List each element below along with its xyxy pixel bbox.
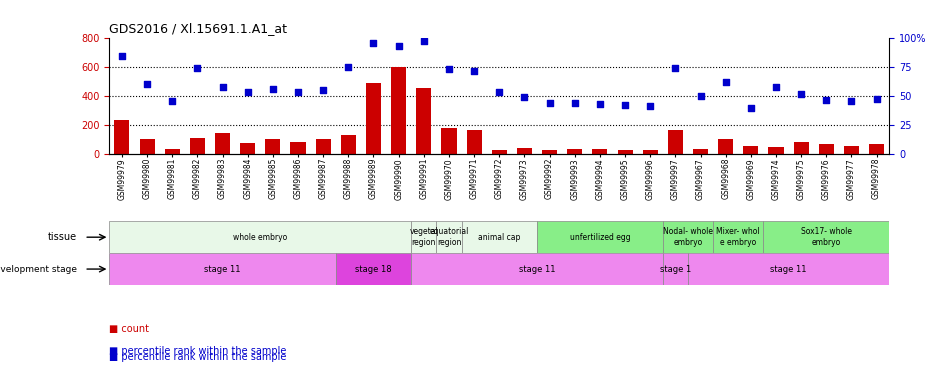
Bar [693, 149, 708, 154]
Bar [340, 135, 356, 154]
Bar [109, 253, 336, 285]
Bar [663, 253, 688, 285]
Bar [265, 139, 281, 154]
Bar [215, 133, 230, 154]
Bar [114, 120, 129, 154]
Bar [391, 67, 406, 154]
Bar [718, 139, 733, 154]
Point [516, 94, 532, 100]
Text: whole embryo: whole embryo [233, 232, 287, 242]
Bar [417, 88, 432, 154]
Bar [713, 221, 764, 253]
Bar [437, 221, 461, 253]
Point [492, 89, 507, 95]
Text: Nodal- whole
embryo: Nodal- whole embryo [663, 228, 713, 247]
Bar [290, 142, 305, 154]
Bar [793, 142, 808, 154]
Bar [441, 128, 456, 154]
Bar [537, 221, 663, 253]
Point [718, 79, 733, 85]
Bar [165, 148, 180, 154]
Point [417, 38, 432, 44]
Point [567, 100, 582, 106]
Point [140, 81, 155, 87]
Bar [744, 147, 758, 154]
Point [215, 84, 230, 90]
Bar [643, 150, 658, 154]
Point [265, 86, 281, 92]
Point [668, 65, 683, 71]
Point [793, 92, 808, 98]
Bar [190, 138, 205, 154]
Point [441, 66, 456, 72]
Point [844, 99, 859, 105]
Bar [140, 139, 155, 154]
Text: vegetal
region: vegetal region [410, 228, 438, 247]
Bar [688, 253, 889, 285]
Bar [241, 143, 255, 154]
Bar [869, 144, 884, 154]
Text: stage 18: stage 18 [355, 265, 392, 274]
Bar [411, 253, 663, 285]
Point [542, 100, 557, 106]
Text: ■ count: ■ count [109, 324, 149, 334]
Bar [592, 148, 608, 154]
Text: stage 11: stage 11 [770, 265, 806, 274]
Bar [542, 150, 557, 154]
Text: Sox17- whole
embryo: Sox17- whole embryo [801, 228, 852, 247]
Bar [316, 139, 331, 154]
Text: unfertilized egg: unfertilized egg [570, 232, 631, 242]
Text: tissue: tissue [48, 232, 77, 242]
Bar [461, 221, 537, 253]
Text: stage 1: stage 1 [660, 265, 691, 274]
Point [592, 101, 608, 107]
Text: stage 11: stage 11 [204, 265, 241, 274]
Text: Mixer- whol
e embryo: Mixer- whol e embryo [716, 228, 760, 247]
Point [366, 40, 381, 46]
Point [768, 84, 784, 90]
Bar [567, 149, 582, 154]
Text: stage 11: stage 11 [518, 265, 555, 274]
Bar [844, 146, 859, 154]
Text: animal cap: animal cap [478, 232, 520, 242]
Bar [366, 82, 381, 154]
Bar [768, 147, 784, 154]
Bar [517, 148, 532, 154]
Point [467, 68, 482, 74]
Point [340, 63, 356, 70]
Text: equatorial
region: equatorial region [429, 228, 469, 247]
Point [240, 89, 255, 95]
Text: ■ percentile rank within the sample: ■ percentile rank within the sample [109, 352, 287, 362]
Text: development stage: development stage [0, 265, 77, 274]
Bar [411, 221, 437, 253]
Bar [492, 150, 507, 154]
Point [114, 53, 129, 59]
Bar [617, 150, 632, 154]
Point [290, 89, 305, 95]
Text: ■ percentile rank within the sample: ■ percentile rank within the sample [109, 346, 287, 356]
Point [316, 87, 331, 93]
Point [643, 103, 658, 109]
Bar [109, 221, 411, 253]
Point [617, 102, 632, 108]
Point [391, 43, 406, 49]
Point [190, 65, 205, 71]
Bar [819, 144, 834, 154]
Text: GDS2016 / Xl.15691.1.A1_at: GDS2016 / Xl.15691.1.A1_at [109, 22, 287, 35]
Point [744, 105, 759, 111]
Point [693, 93, 708, 99]
Bar [336, 253, 411, 285]
Bar [467, 130, 481, 154]
Point [165, 99, 180, 105]
Bar [764, 221, 889, 253]
Point [869, 96, 884, 102]
Bar [663, 221, 713, 253]
Bar [668, 130, 683, 154]
Point [819, 97, 834, 103]
